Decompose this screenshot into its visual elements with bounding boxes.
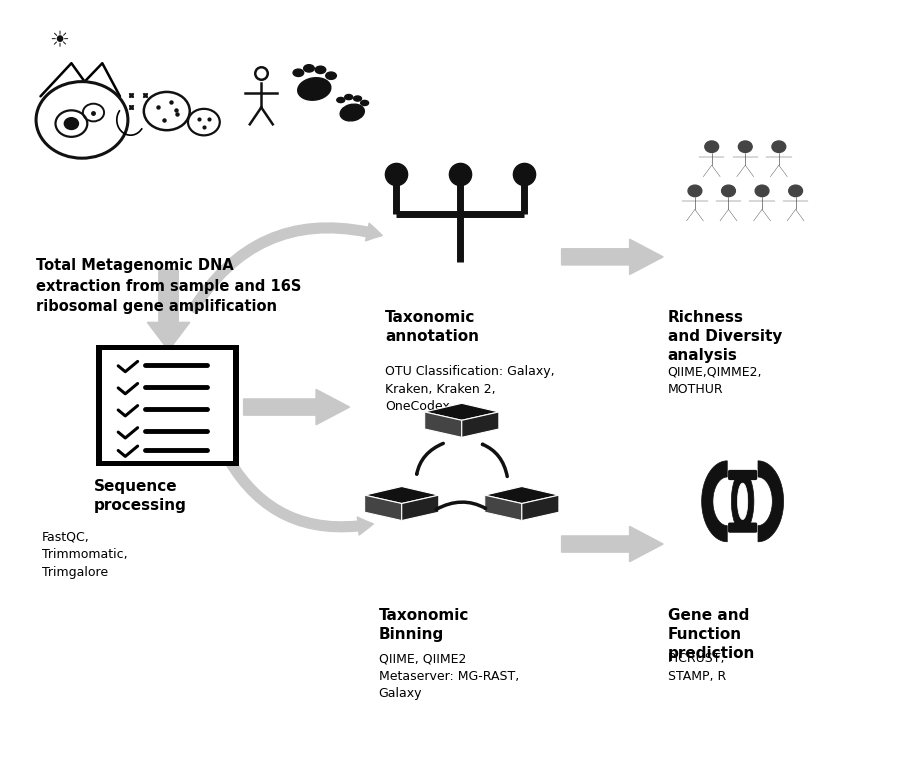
Polygon shape <box>521 495 559 521</box>
Polygon shape <box>402 495 438 521</box>
Circle shape <box>754 185 768 196</box>
Text: FastQC,
Trimmomatic,
Trimgalore: FastQC, Trimmomatic, Trimgalore <box>42 531 128 579</box>
Ellipse shape <box>345 94 352 100</box>
Polygon shape <box>701 461 726 542</box>
Polygon shape <box>484 495 521 521</box>
FancyArrow shape <box>561 239 663 275</box>
Text: QIIME, QIIME2
Metaserver: MG-RAST,
Galaxy: QIIME, QIIME2 Metaserver: MG-RAST, Galax… <box>379 652 518 700</box>
Circle shape <box>788 185 801 196</box>
Text: PICRUST,
STAMP, R: PICRUST, STAMP, R <box>667 652 725 683</box>
Text: OTU Classification: Galaxy,
Kraken, Kraken 2,
OneCodex: OTU Classification: Galaxy, Kraken, Krak… <box>384 365 554 413</box>
Polygon shape <box>484 486 559 503</box>
FancyBboxPatch shape <box>727 470 756 480</box>
Text: Gene and
Function
prediction: Gene and Function prediction <box>667 608 754 661</box>
Polygon shape <box>425 403 498 420</box>
Text: QIIME,QIMME2,
MOTHUR: QIIME,QIMME2, MOTHUR <box>667 365 761 396</box>
Ellipse shape <box>340 104 364 121</box>
FancyArrow shape <box>244 390 349 425</box>
Polygon shape <box>731 471 753 532</box>
Polygon shape <box>757 461 783 542</box>
Polygon shape <box>364 486 438 503</box>
Text: ☀: ☀ <box>49 31 69 51</box>
Text: Total Metagenomic DNA
extraction from sample and 16S
ribosomal gene amplificatio: Total Metagenomic DNA extraction from sa… <box>36 258 301 314</box>
Ellipse shape <box>336 97 345 103</box>
Circle shape <box>704 141 718 153</box>
FancyBboxPatch shape <box>96 345 239 466</box>
Text: Sequence
processing: Sequence processing <box>94 479 187 513</box>
Polygon shape <box>461 412 498 437</box>
FancyArrow shape <box>147 269 189 351</box>
Text: Taxonomic
annotation: Taxonomic annotation <box>384 310 479 344</box>
Ellipse shape <box>293 69 303 77</box>
FancyBboxPatch shape <box>102 351 233 461</box>
Ellipse shape <box>360 100 369 106</box>
FancyArrow shape <box>561 526 663 561</box>
Circle shape <box>687 185 701 196</box>
Circle shape <box>738 141 752 153</box>
Polygon shape <box>737 483 747 519</box>
Ellipse shape <box>298 77 331 100</box>
Polygon shape <box>364 495 402 521</box>
Ellipse shape <box>303 64 314 72</box>
Ellipse shape <box>325 72 336 80</box>
Circle shape <box>64 117 78 130</box>
Text: Taxonomic
Binning: Taxonomic Binning <box>379 608 469 642</box>
Text: Richness
and Diversity
analysis: Richness and Diversity analysis <box>667 310 781 364</box>
Circle shape <box>720 185 734 196</box>
Circle shape <box>771 141 785 153</box>
Ellipse shape <box>315 66 325 74</box>
FancyBboxPatch shape <box>727 522 756 533</box>
Ellipse shape <box>353 96 361 101</box>
Polygon shape <box>425 412 461 437</box>
